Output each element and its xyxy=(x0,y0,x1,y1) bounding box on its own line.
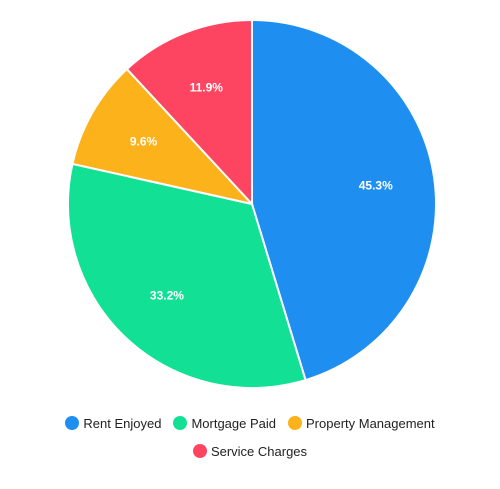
pie-slice-rent-enjoyed xyxy=(251,19,437,382)
legend-label: Rent Enjoyed xyxy=(83,415,162,431)
legend-swatch xyxy=(288,416,302,430)
chart-legend: Rent Enjoyed Mortgage Paid Property Manage… xyxy=(0,413,500,461)
pie-slice-service-charges xyxy=(125,19,253,205)
legend-item-mortgage-paid[interactable]: Mortgage Paid xyxy=(173,413,276,433)
legend-item-property-management[interactable]: Property Management xyxy=(288,413,435,433)
data-label-service-charges: 11.9% xyxy=(190,81,224,95)
pie-slice-property-management xyxy=(71,68,253,205)
legend-label: Property Management xyxy=(306,415,435,431)
pie-slice-mortgage-paid xyxy=(67,162,307,389)
legend-swatch xyxy=(192,444,207,458)
pie-slices xyxy=(67,19,437,389)
legend-swatch xyxy=(173,416,188,430)
data-label-rent-enjoyed: 45.3% xyxy=(359,179,393,193)
legend-label: Service Charges xyxy=(210,443,308,459)
data-label-mortgage-paid: 33.2% xyxy=(150,289,184,303)
data-label-property-management: 9.6% xyxy=(130,135,158,149)
legend-swatch xyxy=(65,416,80,430)
legend-item-service-charges[interactable]: Service Charges xyxy=(192,441,308,461)
legend-label: Mortgage Paid xyxy=(191,415,276,431)
legend-item-rent-enjoyed[interactable]: Rent Enjoyed xyxy=(65,413,161,433)
pie-value-labels: 45.3% 33.2% 9.6% 11.9% xyxy=(130,81,393,303)
